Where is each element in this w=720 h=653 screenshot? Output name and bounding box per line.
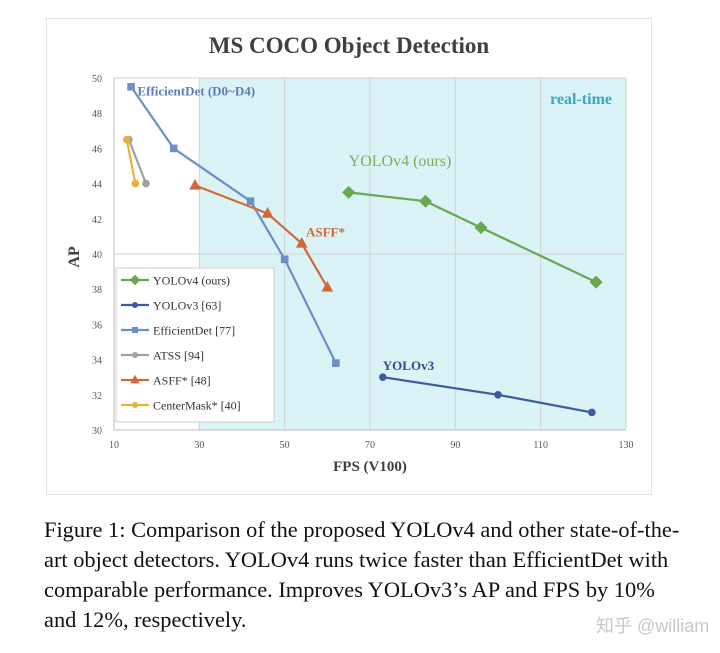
data-point [494,391,502,399]
x-tick-labels: 10 30 50 70 90 110 130 [109,440,634,451]
axes [113,78,626,431]
series-yolov3-63 [379,373,596,417]
series-line [127,139,148,184]
legend-entry: CenterMask* [40] [121,399,241,413]
legend-label: YOLOv3 [63] [153,299,221,313]
legend-box [115,267,275,423]
data-point [261,207,274,218]
y-tick-labels: 30 32 34 36 38 40 42 44 46 48 50 [92,74,102,437]
y-tick-label: 50 [92,74,102,85]
x-tick-label: 110 [533,440,548,451]
data-point [131,326,139,334]
series-layer [123,83,603,417]
legend: YOLOv4 (ours) YOLOv3 [63] EfficientDet [77… [115,267,275,423]
y-tick-label: 40 [92,250,102,261]
x-tick-label: 90 [450,440,460,451]
legend-entry: ATSS [94] [121,349,204,363]
x-tick-label: 50 [280,440,290,451]
x-axis-label: FPS (V100) [333,459,407,475]
data-point [142,179,150,188]
series-line [125,139,137,184]
legend-entry: YOLOv3 [63] [121,299,221,313]
y-tick-label: 44 [92,180,102,191]
annotation-label: ASFF* [306,224,345,239]
y-tick-label: 46 [92,144,102,155]
legend-label: EfficientDet [77] [153,324,235,338]
x-tick-label: 10 [109,440,119,451]
x-tick-label: 70 [365,440,375,451]
watermark: 知乎 @william [596,616,710,636]
legend-entry: YOLOv4 (ours) [121,274,230,288]
data-point [246,197,255,205]
data-point [130,374,140,384]
legend-label: ATSS [94] [153,349,204,363]
annotations: EfficientDet (D0~D4) YOLOv4 (ours) ASFF* YO… [137,84,451,374]
series-efficientdet-77 [127,83,340,367]
legend-label: ASFF* [48] [153,374,211,388]
y-tick-label: 32 [92,391,102,402]
annotation-label: YOLOv3 [383,358,435,373]
y-tick-label: 30 [92,426,102,437]
series-centermask-40 [123,135,140,188]
realtime-label: real-time [550,91,612,108]
figure-caption: Figure 1: Comparison of the proposed YOL… [44,517,680,632]
y-tick-label: 48 [92,109,102,120]
data-point [295,236,308,248]
data-point [418,194,432,208]
annotation-label: YOLOv4 (ours) [349,153,452,170]
data-point [189,178,201,190]
data-point [129,274,141,286]
y-tick-label: 42 [92,215,102,226]
legend-label: CenterMask* [40] [153,399,241,413]
data-point [342,185,356,199]
data-point [127,83,135,91]
y-tick-label: 34 [92,356,102,367]
legend-entry: ASFF* [48] [121,374,211,388]
y-tick-label: 36 [92,320,102,331]
legend-entry: EfficientDet [77] [121,324,235,338]
y-tick-label: 38 [92,285,102,296]
x-tick-label: 130 [619,440,634,451]
x-tick-label: 30 [194,440,204,451]
series-asff-48 [189,178,334,292]
series-line [348,191,597,284]
series-yolov4-ours [342,185,603,289]
data-point [321,280,334,292]
y-axis-label: AP [66,246,83,268]
data-point [169,144,178,153]
data-point [131,179,140,188]
data-point [131,401,139,409]
data-point [588,408,596,417]
data-point [379,373,387,382]
data-point [474,221,488,235]
data-point [280,255,289,264]
data-point [131,301,139,309]
data-point [589,275,603,289]
series-line [194,184,329,288]
data-point [332,359,340,367]
legend-label: YOLOv4 (ours) [153,274,230,288]
data-point [131,351,139,359]
chart-title: MS COCO Object Detection [209,33,490,58]
data-point [123,135,131,144]
annotation-label: EfficientDet (D0~D4) [137,84,255,99]
